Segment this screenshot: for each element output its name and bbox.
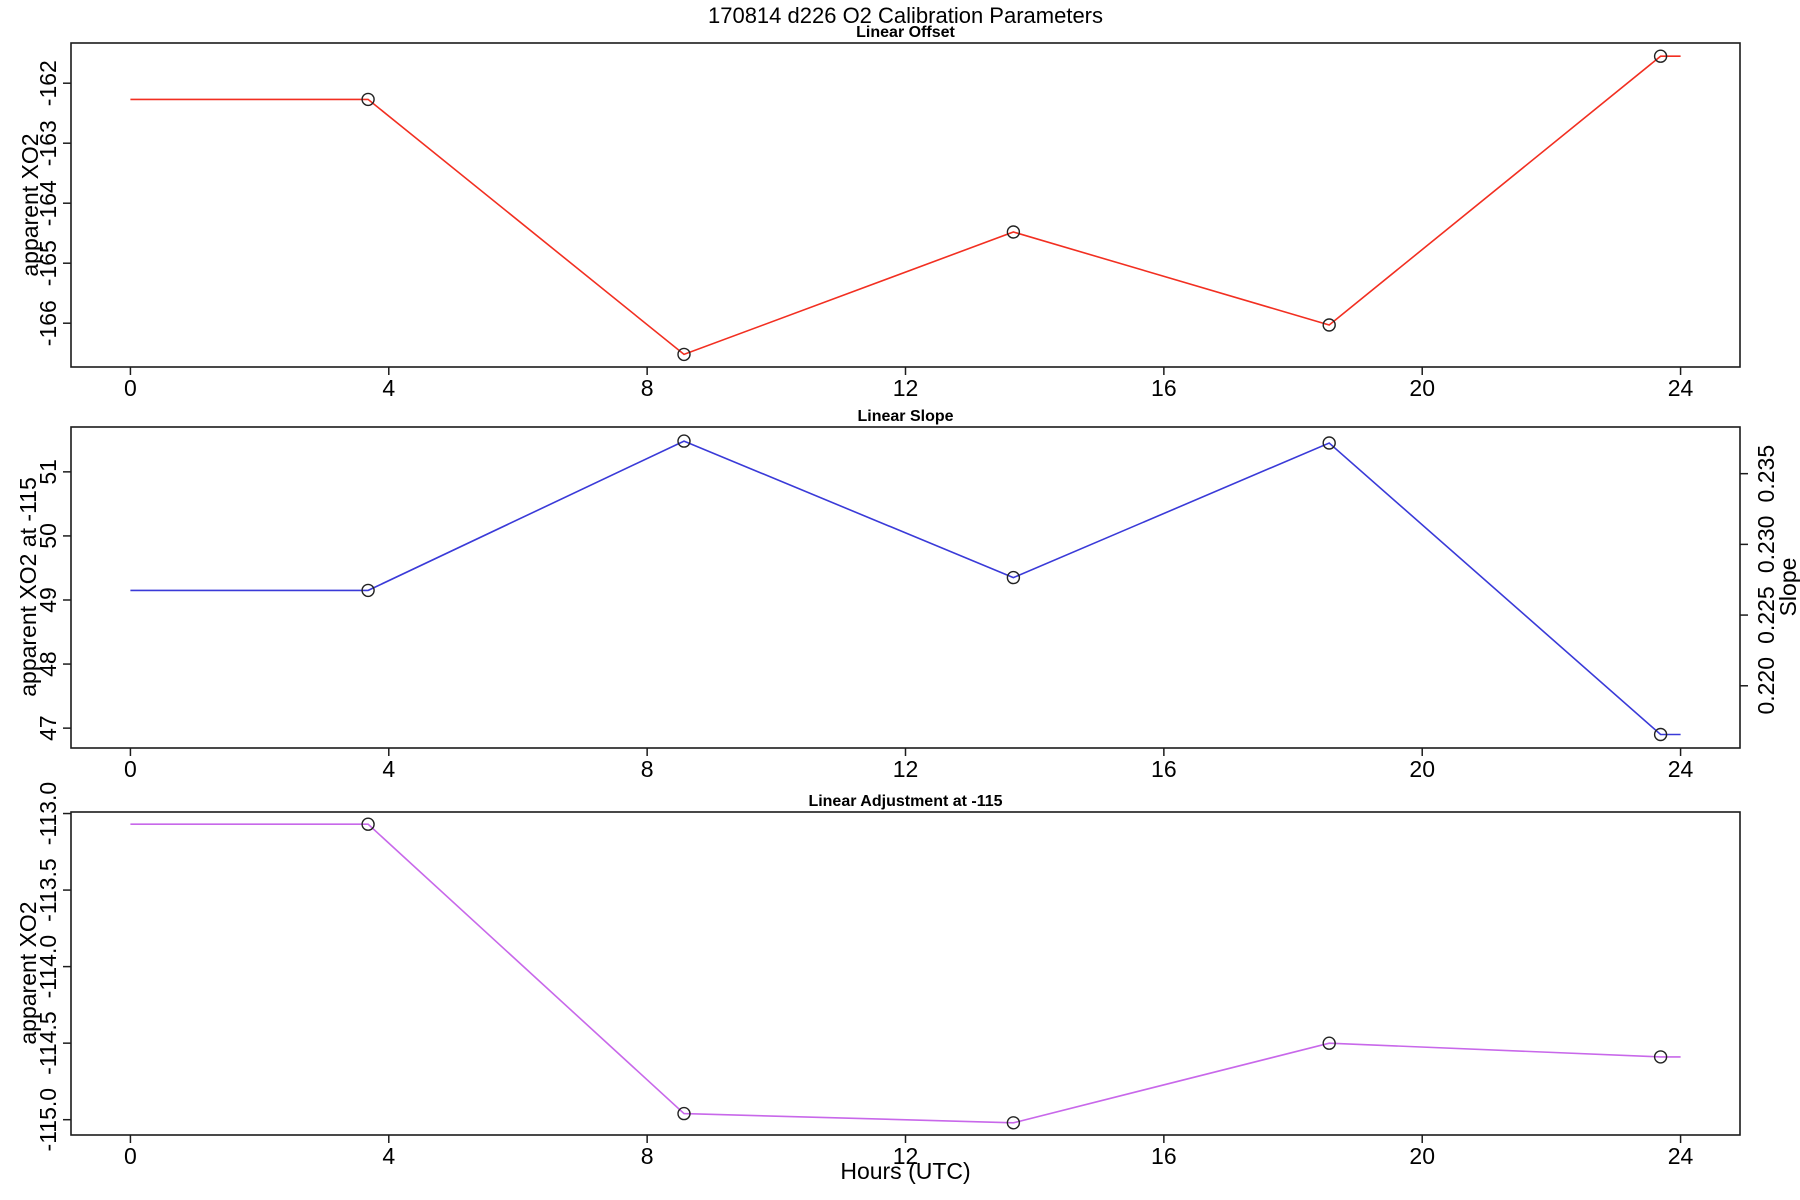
x-tick-label: 24 — [1668, 375, 1694, 401]
y-tick-label: 50 — [35, 523, 61, 549]
data-point-circle — [1006, 570, 1021, 585]
data-point-circle — [677, 347, 691, 362]
x-tick-label: 20 — [1409, 1143, 1435, 1169]
data-point-circle — [677, 434, 691, 448]
main-title: 170814 d226 O2 Calibration Parameters — [707, 3, 1104, 28]
x-tick-label: 4 — [382, 375, 395, 401]
y2-tick-label: 0.225 — [1753, 586, 1779, 644]
y-tick-label: -163 — [35, 120, 61, 166]
y-tick-label: -114.0 — [35, 935, 61, 999]
y-tick-label: 48 — [35, 651, 61, 677]
y2-tick-label: 0.230 — [1753, 516, 1779, 574]
data-point-circle — [361, 92, 375, 107]
data-point-circle — [361, 583, 375, 598]
data-point-circle — [1653, 49, 1668, 63]
x-tick-label: 16 — [1151, 756, 1177, 782]
panel-title-linear-offset: Linear Offset — [856, 24, 955, 41]
x-tick-label: 8 — [641, 1143, 654, 1169]
plot-border — [70, 426, 1741, 749]
plot-border — [70, 811, 1741, 1136]
plot-border — [70, 42, 1741, 368]
panel1-plot-svg: 0 4 8 12 16 20 24 -162 -163 -164 -165 -166 — [35, 42, 1741, 401]
data-point-circle — [1006, 1116, 1021, 1130]
x-tick-label: 4 — [382, 1143, 395, 1169]
x-tick-label: 8 — [641, 375, 654, 401]
y-tick-label: 51 — [35, 459, 61, 485]
x-axis-label: Hours (UTC) — [840, 1158, 971, 1184]
series-line — [130, 55, 1681, 356]
x-tick-label: 0 — [124, 756, 137, 782]
data-point-circle — [1322, 436, 1336, 450]
y-tick-label: -165 — [35, 240, 61, 286]
y2-tick-label: 0.220 — [1753, 657, 1779, 715]
panel-title-linear-slope: Linear Slope — [857, 408, 954, 425]
panel-title-linear-adjustment: Linear Adjustment at -115 — [808, 793, 1003, 810]
data-point-circle — [677, 1106, 691, 1121]
x-tick-label: 0 — [124, 375, 137, 401]
series-line — [130, 823, 1681, 1124]
y-tick-label: -164 — [35, 180, 61, 226]
panel2-plot-svg: 0 4 8 12 16 20 2451504948470.2350.2300.2250.22… — [35, 426, 1779, 782]
x-tick-label: 8 — [641, 756, 654, 782]
x-tick-label: 0 — [124, 1143, 137, 1169]
series-line — [130, 440, 1681, 736]
x-tick-label: 20 — [1409, 375, 1435, 401]
data-point-circle — [1006, 225, 1021, 239]
x-tick-label: 12 — [893, 1143, 919, 1169]
x-tick-label: 12 — [893, 375, 919, 401]
y-tick-label: -114.5 — [35, 1011, 61, 1075]
y-tick-label: 47 — [35, 715, 61, 741]
panel3-plot-svg: 0 4 8 12 16 20 24 -113.0 -113.5 -114.0 -114.5 -115.… — [35, 782, 1741, 1169]
y-tick-label: -115.0 — [35, 1088, 61, 1152]
x-tick-label: 16 — [1151, 1143, 1177, 1169]
y-tick-label: -113.5 — [35, 858, 61, 922]
y-tick-label: -166 — [35, 300, 61, 346]
y2-tick-label: 0.235 — [1753, 445, 1779, 503]
x-tick-label: 20 — [1409, 756, 1435, 782]
y-tick-label: -162 — [35, 60, 61, 106]
data-point-circle — [1322, 318, 1336, 332]
y-tick-label: -113.0 — [35, 782, 61, 846]
x-tick-label: 24 — [1668, 756, 1694, 782]
x-tick-label: 16 — [1151, 375, 1177, 401]
data-point-circle — [1322, 1036, 1336, 1050]
x-tick-label: 12 — [893, 756, 919, 782]
data-point-circle — [1653, 1050, 1668, 1064]
x-tick-label: 4 — [382, 756, 395, 782]
data-point-circle — [1653, 727, 1668, 742]
data-point-circle — [361, 817, 375, 831]
y-tick-label: 49 — [35, 587, 61, 613]
x-tick-label: 24 — [1668, 1143, 1694, 1169]
